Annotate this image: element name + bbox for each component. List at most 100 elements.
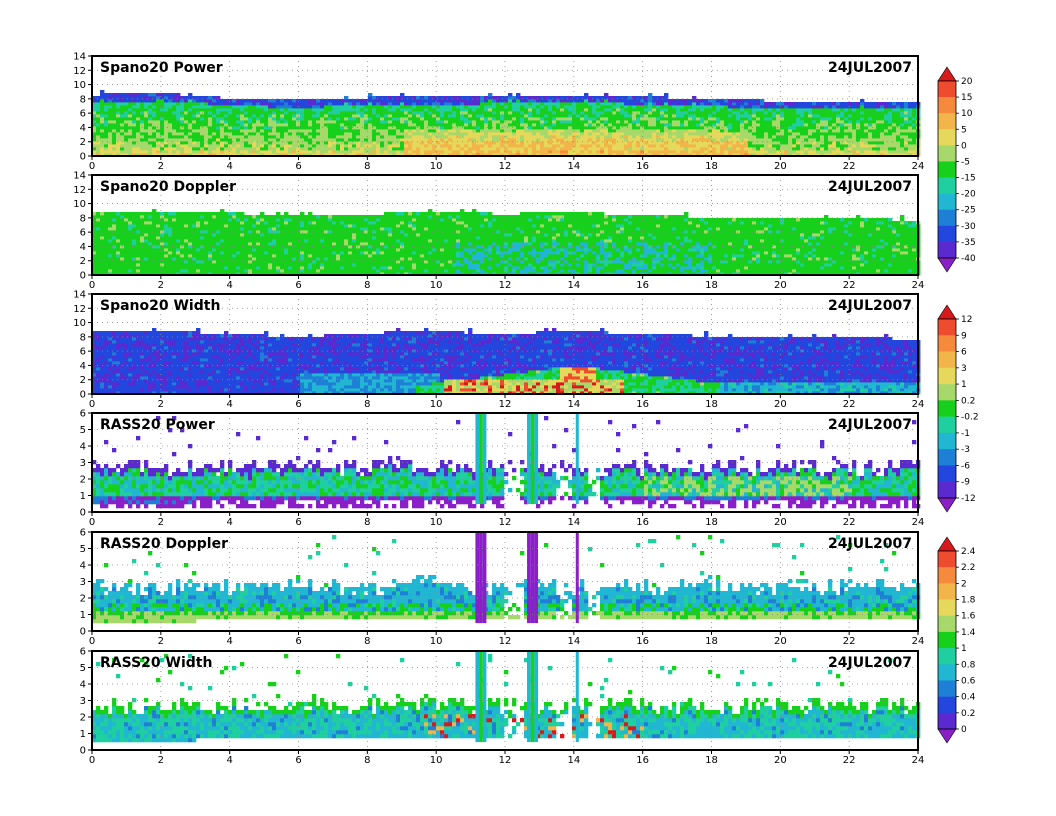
echo-cell <box>408 129 413 133</box>
echo-cell <box>132 272 137 276</box>
echo-cell <box>208 150 213 154</box>
echo-cell <box>444 105 449 109</box>
echo-cell <box>340 114 345 118</box>
echo-cell <box>180 147 185 151</box>
x-tick-label: 12 <box>499 161 512 172</box>
echo-cell <box>160 138 165 142</box>
echo-cell <box>292 135 297 139</box>
echo-cell <box>756 153 761 157</box>
echo-cell <box>608 105 613 109</box>
echo-cell <box>516 102 521 106</box>
echo-cell <box>276 153 281 157</box>
echo-cell <box>664 111 669 115</box>
echo-cell <box>176 108 181 112</box>
echo-cell <box>164 242 169 246</box>
echo-cell <box>400 111 405 115</box>
echo-cell <box>244 263 249 267</box>
echo-cell <box>212 114 217 118</box>
echo-cell <box>740 138 745 142</box>
echo-cell <box>800 120 805 124</box>
echo-cell <box>760 120 765 124</box>
echo-cell <box>248 105 253 109</box>
echo-cell <box>132 150 137 154</box>
echo-cell <box>132 215 137 219</box>
echo-cell <box>532 123 537 127</box>
echo-cell <box>296 129 301 133</box>
echo-cell <box>216 266 221 270</box>
echo-cell <box>676 150 681 154</box>
echo-cell <box>140 99 145 103</box>
echo-cell <box>252 132 257 136</box>
echo-cell <box>704 126 709 130</box>
echo-cell <box>340 120 345 124</box>
echo-cell <box>608 108 613 112</box>
echo-cell <box>372 96 377 100</box>
echo-cell <box>260 123 265 127</box>
echo-cell <box>204 263 209 267</box>
echo-cell <box>312 132 317 136</box>
echo-cell <box>404 147 409 151</box>
echo-cell <box>708 120 713 124</box>
echo-cell <box>100 144 105 148</box>
echo-cell <box>212 135 217 139</box>
echo-cell <box>148 251 153 255</box>
echo-cell <box>172 272 177 276</box>
echo-cell <box>356 141 361 145</box>
echo-cell <box>564 96 569 100</box>
echo-cell <box>208 153 213 157</box>
echo-cell <box>192 260 197 264</box>
echo-cell <box>340 108 345 112</box>
echo-cell <box>592 117 597 121</box>
echo-cell <box>712 117 717 121</box>
echo-cell <box>492 99 497 103</box>
echo-cell <box>232 144 237 148</box>
echo-cell <box>164 123 169 127</box>
echo-cell <box>612 141 617 145</box>
echo-cell <box>584 99 589 103</box>
echo-cell <box>776 102 781 106</box>
echo-cell <box>476 117 481 121</box>
echo-cell <box>596 111 601 115</box>
echo-cell <box>244 221 249 225</box>
echo-cell <box>752 105 757 109</box>
echo-cell <box>224 227 229 231</box>
echo-cell <box>168 135 173 139</box>
echo-cell <box>460 147 465 151</box>
echo-cell <box>100 111 105 115</box>
echo-cell <box>632 120 637 124</box>
echo-cell <box>112 144 117 148</box>
echo-cell <box>276 105 281 109</box>
echo-cell <box>148 218 153 222</box>
echo-cell <box>796 123 801 127</box>
echo-cell <box>172 218 177 222</box>
echo-cell <box>240 108 245 112</box>
echo-cell <box>736 126 741 130</box>
echo-cell <box>820 150 825 154</box>
echo-cell <box>124 260 129 264</box>
echo-cell <box>100 120 105 124</box>
echo-cell <box>164 96 169 100</box>
echo-cell <box>452 150 457 154</box>
echo-cell <box>568 111 573 115</box>
echo-cell <box>316 138 321 142</box>
echo-cell <box>540 108 545 112</box>
echo-cell <box>252 233 257 237</box>
echo-cell <box>252 129 257 133</box>
echo-cell <box>200 96 205 100</box>
echo-cell <box>160 260 165 264</box>
echo-cell <box>804 117 809 121</box>
echo-cell <box>584 120 589 124</box>
echo-cell <box>868 105 873 109</box>
echo-cell <box>320 153 325 157</box>
echo-cell <box>176 254 181 258</box>
echo-cell <box>328 123 333 127</box>
echo-cell <box>904 144 909 148</box>
echo-cell <box>256 114 261 118</box>
echo-cell <box>860 123 865 127</box>
echo-cell <box>120 224 125 228</box>
echo-cell <box>104 120 109 124</box>
echo-cell <box>200 263 205 267</box>
echo-cell <box>272 138 277 142</box>
echo-cell <box>316 120 321 124</box>
echo-cell <box>716 150 721 154</box>
